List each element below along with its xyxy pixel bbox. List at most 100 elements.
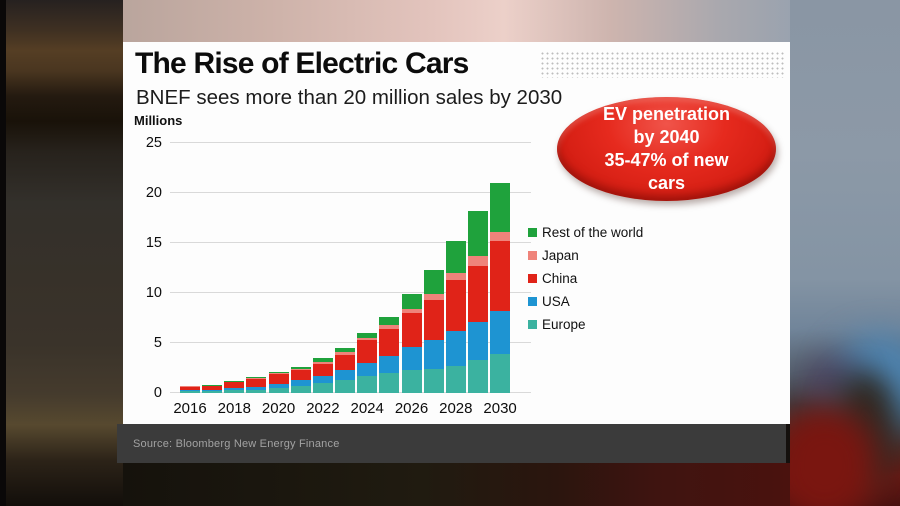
gridline <box>170 192 531 193</box>
bar-segment-japan <box>268 372 289 374</box>
bar-segment-japan <box>335 352 356 355</box>
bar-segment-japan <box>290 369 311 370</box>
bar-segment-usa <box>445 331 466 366</box>
bar-segment-europe <box>423 369 444 393</box>
bar-segment-rest-of-the-world <box>290 367 311 369</box>
bar-segment-europe <box>490 354 511 393</box>
bar-segment-usa <box>268 383 289 388</box>
plot-area: 0 5 10 15 20 25 2016 2018 2020 2022 2024 2026 2028 20… <box>146 135 531 417</box>
y-axis-unit-label: Millions <box>134 113 183 128</box>
bar-segment-europe <box>180 391 200 393</box>
bar-segment-china <box>401 313 422 347</box>
bar-2016 <box>180 386 200 393</box>
bar-segment-rest-of-the-world <box>312 358 333 362</box>
legend-label: China <box>542 271 578 286</box>
bar-segment-china <box>202 386 223 390</box>
bar-segment-china <box>490 241 511 311</box>
x-axis-tick-label: 2016 <box>173 400 207 417</box>
bar-segment-europe <box>335 380 356 393</box>
legend-item-usa: USA <box>528 290 643 313</box>
background-blur-right <box>790 0 900 506</box>
badge-line: cars <box>647 173 686 193</box>
bar-segment-china <box>467 266 488 322</box>
gridline <box>170 142 531 143</box>
bar-segment-china <box>445 280 466 331</box>
legend-item-rest-of-the-world: Rest of the world <box>528 221 643 244</box>
bar-segment-japan <box>445 273 466 280</box>
bar-segment-japan <box>379 324 400 329</box>
bar-segment-japan <box>490 232 511 241</box>
bar-segment-japan <box>202 385 223 386</box>
legend-label: Europe <box>542 317 586 332</box>
x-axis-tick-label: 2028 <box>439 400 473 417</box>
background-blur-left <box>0 0 123 506</box>
bar-2021 <box>290 367 311 393</box>
source-text: Source: Bloomberg New Energy Finance <box>133 437 340 450</box>
bar-segment-rest-of-the-world <box>490 183 511 232</box>
x-axis-tick-label: 2018 <box>217 400 251 417</box>
legend-swatch <box>528 228 537 237</box>
bar-segment-usa <box>180 389 200 391</box>
bar-2023 <box>335 348 356 393</box>
bar-segment-europe <box>246 389 267 393</box>
x-axis-tick-label: 2030 <box>483 400 517 417</box>
bar-segment-usa <box>490 311 511 354</box>
legend-item-europe: Europe <box>528 313 643 336</box>
bar-2025 <box>379 317 400 393</box>
bar-segment-japan <box>423 294 444 300</box>
chart-card: The Rise of Electric Cars BNEF sees more… <box>123 42 790 424</box>
bar-segment-europe <box>467 360 488 393</box>
x-axis-tick-label: 2024 <box>350 400 384 417</box>
bar-segment-japan <box>467 256 488 266</box>
bar-segment-rest-of-the-world <box>467 211 488 256</box>
legend-item-japan: Japan <box>528 244 643 267</box>
legend: Rest of the world Japan China USA Europe <box>528 221 643 336</box>
legend-swatch <box>528 251 537 260</box>
bar-segment-rest-of-the-world <box>423 270 444 294</box>
bar-segment-china <box>224 382 245 388</box>
legend-swatch <box>528 297 537 306</box>
legend-swatch <box>528 274 537 283</box>
badge-line: EV penetration <box>602 104 731 124</box>
legend-label: USA <box>542 294 570 309</box>
bar-segment-china <box>335 355 356 370</box>
bar-segment-usa <box>357 363 378 376</box>
bar-segment-usa <box>224 387 245 390</box>
bar-segment-china <box>180 386 200 390</box>
y-axis-tick-label: 10 <box>145 285 162 301</box>
legend-swatch <box>528 320 537 329</box>
bar-segment-rest-of-the-world <box>401 294 422 309</box>
bar-2027 <box>423 270 444 393</box>
gridline <box>170 242 531 243</box>
bar-segment-rest-of-the-world <box>224 381 245 382</box>
bar-segment-japan <box>312 361 333 364</box>
bar-2026 <box>401 294 422 393</box>
bar-segment-china <box>423 300 444 340</box>
y-axis-tick-label: 5 <box>153 335 162 351</box>
bar-segment-rest-of-the-world <box>335 348 356 352</box>
bar-2030 <box>490 183 511 393</box>
bar-2017 <box>202 385 223 393</box>
dot-grid-decoration <box>540 51 786 78</box>
bar-2022 <box>312 358 333 393</box>
chart-subtitle: BNEF sees more than 20 million sales by … <box>136 86 563 109</box>
bar-segment-europe <box>290 386 311 393</box>
bar-2018 <box>224 381 245 393</box>
source-bar: Source: Bloomberg New Energy Finance <box>117 424 786 463</box>
legend-label: Rest of the world <box>542 225 644 240</box>
bar-segment-japan <box>401 308 422 313</box>
y-axis-tick-label: 0 <box>153 385 162 401</box>
bar-segment-china <box>312 363 333 376</box>
bar-segment-rest-of-the-world <box>202 385 223 386</box>
badge-line: by 2040 <box>633 127 700 147</box>
bar-segment-europe <box>224 390 245 393</box>
bar-segment-europe <box>379 373 400 393</box>
legend-label: Japan <box>542 248 579 263</box>
bar-2019 <box>246 377 267 393</box>
bar-segment-china <box>379 328 400 356</box>
y-axis-tick-label: 15 <box>145 235 162 251</box>
bar-segment-europe <box>268 388 289 393</box>
bar-segment-usa <box>312 375 333 383</box>
bar-segment-europe <box>312 383 333 393</box>
bar-segment-usa <box>246 386 267 390</box>
